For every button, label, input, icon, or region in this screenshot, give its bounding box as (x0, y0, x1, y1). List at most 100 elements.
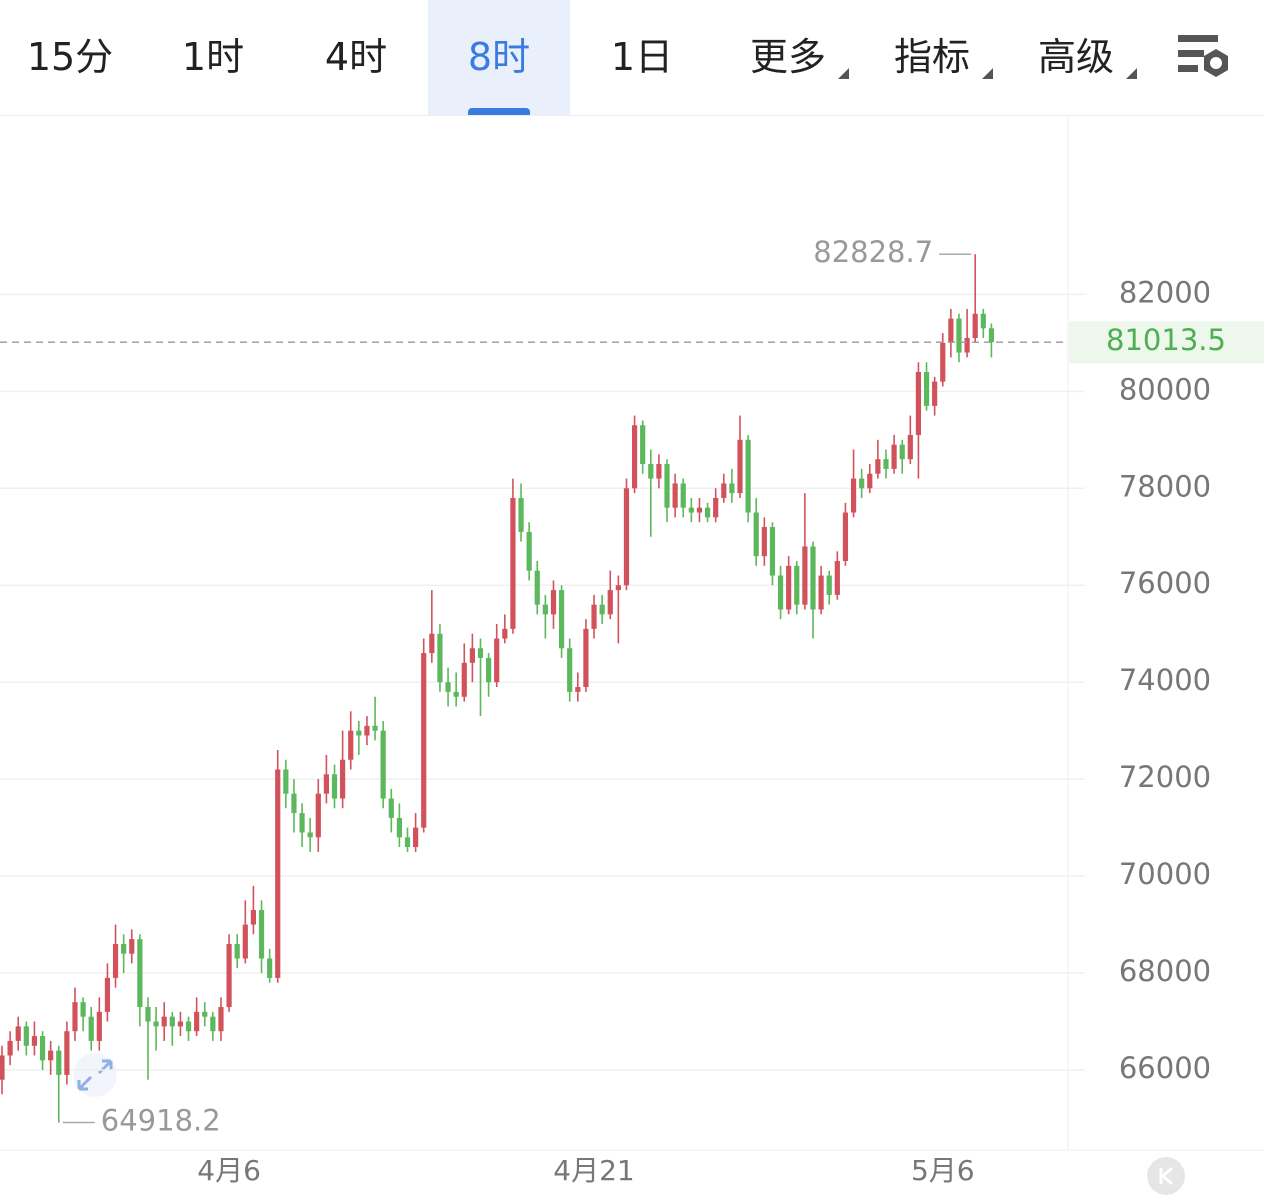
candle-body (964, 337, 970, 353)
dropdown-arrow (1126, 68, 1137, 79)
candle-body (177, 1021, 184, 1027)
back-button[interactable] (1147, 1157, 1185, 1195)
candle-body (129, 939, 135, 954)
candle-body (696, 507, 703, 513)
candle-body (988, 328, 995, 343)
candle-body (137, 939, 143, 1007)
candle-body (340, 759, 346, 799)
candle-body (761, 527, 767, 557)
tab[interactable]: 15分 (26, 35, 114, 79)
tab[interactable]: 高级 (1037, 35, 1114, 79)
candle-body (502, 628, 508, 639)
candle-body (64, 1031, 70, 1075)
tab[interactable]: 1时 (181, 35, 245, 79)
candle-body (80, 1002, 86, 1017)
settings-icon[interactable] (1178, 35, 1228, 77)
candle-body (704, 507, 711, 518)
tab[interactable]: 指标 (893, 35, 970, 79)
candle-body (477, 648, 484, 658)
max-label: 82828.7 (813, 235, 933, 269)
candle-body (550, 590, 557, 615)
candle-body (372, 725, 378, 731)
candle-body (380, 730, 386, 799)
y-tick-label: 82000 (1119, 275, 1211, 309)
candle-body (688, 507, 694, 513)
candle-body (729, 483, 735, 494)
expand-icon[interactable] (73, 1053, 117, 1097)
candle-body (615, 585, 621, 591)
y-tick-label: 68000 (1119, 954, 1211, 988)
candle-body (39, 1036, 46, 1061)
y-tick-label: 74000 (1119, 663, 1211, 697)
tab-bar: 15分 1时 4时 8时 1日 更多 指标 高级 (0, 0, 1264, 116)
min-label: 64918.2 (101, 1103, 221, 1137)
candle-body (388, 798, 394, 818)
candle-body (753, 512, 759, 557)
candle-body (291, 793, 297, 814)
candle-body (437, 633, 443, 683)
candle-body (680, 483, 686, 508)
x-tick-label: 5月6 (911, 1154, 975, 1187)
candle-body (842, 512, 849, 561)
candle-body (558, 590, 565, 649)
y-tick-label: 78000 (1119, 469, 1211, 503)
candle-body (721, 483, 727, 498)
candle-body (940, 342, 946, 382)
candle-body (250, 910, 257, 925)
candle-body (583, 628, 589, 688)
tab[interactable]: 更多 (749, 35, 826, 79)
candle-body (469, 648, 475, 663)
candle-body (567, 648, 573, 692)
candle-body (210, 1016, 216, 1032)
candle-body (648, 464, 654, 479)
candle-body (7, 1040, 13, 1056)
candle-body (121, 943, 127, 954)
tab[interactable]: 1日 (610, 35, 674, 79)
dropdown-arrow (838, 68, 849, 79)
candle-body (461, 662, 467, 697)
x-tick-label: 4月21 (553, 1154, 634, 1187)
candle-body (161, 1016, 167, 1027)
tab[interactable]: 8时 (428, 0, 570, 115)
candle-body (145, 1006, 151, 1022)
candle-body (599, 604, 605, 615)
candle-body (364, 725, 370, 736)
candle-body (850, 478, 857, 513)
candle-body (356, 730, 362, 736)
tab[interactable]: 4时 (324, 35, 388, 79)
candle-body (96, 1011, 102, 1041)
candle-body (15, 1026, 21, 1041)
candle-body (413, 827, 419, 848)
candle-body (867, 473, 873, 489)
candle-body (31, 1036, 38, 1046)
candle-body (891, 444, 897, 469)
candle-body (631, 425, 638, 489)
candle-body (56, 1050, 62, 1075)
candle-body (640, 425, 646, 465)
candle-body (429, 633, 435, 654)
y-tick-label: 76000 (1119, 566, 1211, 600)
candle-body (802, 546, 808, 605)
candle-body (242, 924, 248, 959)
candle-body (88, 1016, 94, 1041)
candle-body (486, 657, 492, 683)
candle-body (907, 434, 913, 460)
y-tick-label: 80000 (1119, 372, 1211, 406)
candle-body (421, 653, 427, 828)
candle-body (348, 730, 354, 760)
candle-body (591, 604, 597, 629)
candle-body (185, 1021, 192, 1032)
candle-body (307, 832, 313, 838)
candle-body (23, 1026, 29, 1046)
candle-body (834, 560, 840, 595)
candle-body (0, 1055, 5, 1080)
candle-body (769, 527, 776, 576)
candle-body (623, 488, 630, 586)
candle-body (745, 439, 751, 513)
candle-body (404, 837, 411, 848)
candle-body (194, 1011, 200, 1032)
candle-body (218, 1006, 224, 1032)
candle-body (48, 1050, 54, 1061)
candle-body (932, 381, 938, 406)
